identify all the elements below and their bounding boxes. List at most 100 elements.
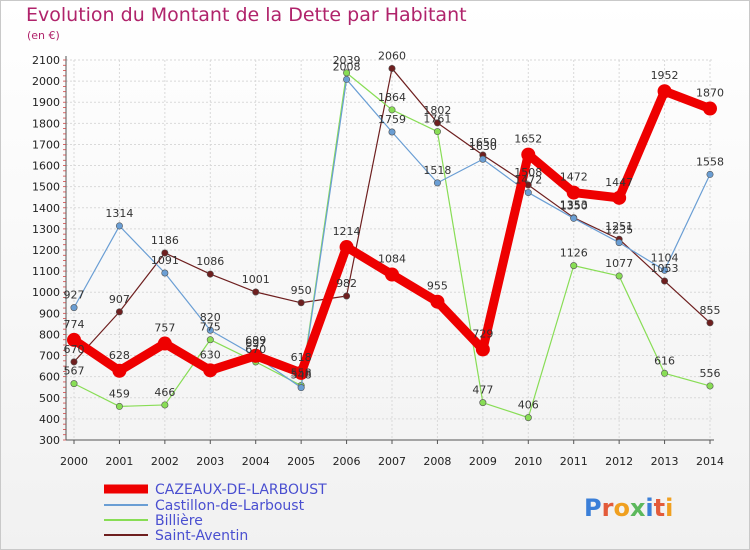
y-tick-label: 300 — [39, 434, 60, 447]
data-point — [157, 336, 172, 351]
data-point — [161, 401, 169, 409]
data-point — [203, 363, 218, 378]
data-point — [70, 304, 78, 312]
y-tick-label: 1400 — [32, 202, 60, 215]
data-label: 907 — [109, 293, 130, 306]
x-tick-label: 2013 — [651, 455, 679, 468]
y-tick-label: 1000 — [32, 286, 60, 299]
data-point — [433, 128, 441, 136]
data-point — [206, 336, 214, 344]
data-label: 1091 — [151, 254, 179, 267]
data-label: 1518 — [423, 164, 451, 177]
data-label: 670 — [245, 343, 266, 356]
data-label: 1235 — [605, 224, 633, 237]
data-label: 1761 — [423, 113, 451, 126]
data-label: 459 — [109, 387, 130, 400]
data-label: 1952 — [651, 69, 679, 82]
x-tick-label: 2004 — [242, 455, 270, 468]
data-label: 1186 — [151, 234, 179, 247]
y-tick-label: 1200 — [32, 244, 60, 257]
y-tick-label: 1700 — [32, 138, 60, 151]
data-label: 1870 — [696, 87, 724, 100]
data-point — [67, 332, 81, 347]
data-label: 1353 — [560, 199, 588, 212]
x-tick-label: 2014 — [696, 455, 724, 468]
chart-subtitle: (en €) — [27, 29, 60, 42]
data-label: 1558 — [696, 155, 724, 168]
y-tick-label: 700 — [39, 350, 60, 363]
data-point — [343, 292, 351, 300]
data-point — [388, 64, 396, 72]
data-point — [252, 288, 260, 296]
data-point — [161, 269, 169, 277]
data-label: 1652 — [514, 133, 542, 146]
proxiti-logo: Proxiti — [584, 494, 673, 522]
data-point — [612, 190, 627, 205]
data-point — [615, 239, 623, 247]
x-tick-label: 2012 — [605, 455, 633, 468]
data-point — [706, 170, 714, 178]
x-tick-label: 2007 — [378, 455, 406, 468]
data-point — [70, 380, 78, 388]
data-point — [661, 369, 669, 377]
data-label: 1251 — [605, 220, 633, 233]
data-label: 699 — [245, 334, 266, 347]
data-point — [524, 414, 532, 422]
x-tick-label: 2009 — [469, 455, 497, 468]
data-label: 1077 — [605, 257, 633, 270]
data-point — [566, 185, 581, 200]
y-tick-label: 2100 — [32, 54, 60, 67]
data-label: 618 — [291, 351, 312, 364]
x-tick-label: 2003 — [196, 455, 224, 468]
data-point — [475, 342, 490, 357]
legend-label-0: CAZEAUX-DE-LARBOUST — [155, 482, 327, 498]
data-point — [703, 101, 717, 116]
data-point — [433, 119, 441, 127]
x-tick-label: 2002 — [151, 455, 179, 468]
data-label: 670 — [64, 343, 85, 356]
data-label: 616 — [654, 354, 675, 367]
data-label: 1350 — [560, 199, 588, 212]
x-tick-label: 2001 — [105, 455, 133, 468]
data-label: 567 — [64, 365, 85, 378]
x-tick-label: 2006 — [333, 455, 361, 468]
data-label: 950 — [291, 284, 312, 297]
y-tick-label: 800 — [39, 328, 60, 341]
data-point — [206, 326, 214, 334]
y-tick-label: 500 — [39, 392, 60, 405]
data-point — [206, 270, 214, 278]
data-point — [570, 214, 578, 222]
data-label: 2039 — [333, 54, 361, 67]
data-label: 406 — [518, 399, 539, 412]
data-label: 1001 — [242, 273, 270, 286]
data-point — [248, 348, 263, 363]
data-label: 927 — [64, 289, 85, 302]
data-label: 477 — [472, 384, 493, 397]
data-label: 1630 — [469, 140, 497, 153]
data-label: 774 — [64, 318, 85, 331]
data-label: 1508 — [514, 166, 542, 179]
svg-text:Proxiti: Proxiti — [584, 494, 673, 522]
y-tick-label: 1300 — [32, 223, 60, 236]
data-point — [294, 365, 309, 380]
axes: 300 400 500 600 700 800 900 1000 1100 1200 1300 140… — [32, 54, 724, 468]
x-tick-label: 2011 — [560, 455, 588, 468]
series-lines — [67, 64, 717, 422]
data-point — [115, 402, 123, 410]
data-point — [661, 266, 669, 274]
y-tick-label: 1800 — [32, 117, 60, 130]
y-tick-label: 400 — [39, 413, 60, 426]
data-point — [112, 363, 127, 378]
data-point — [479, 155, 487, 163]
data-label: 556 — [700, 367, 721, 380]
data-label: 630 — [200, 348, 221, 361]
x-tick-label: 2005 — [287, 455, 315, 468]
legend-label-3: Saint-Aventin — [155, 528, 248, 544]
data-label: 1086 — [196, 255, 224, 268]
data-label: 982 — [336, 277, 357, 290]
data-point — [479, 399, 487, 407]
data-label: 2060 — [378, 49, 406, 62]
data-label: 775 — [200, 321, 221, 334]
